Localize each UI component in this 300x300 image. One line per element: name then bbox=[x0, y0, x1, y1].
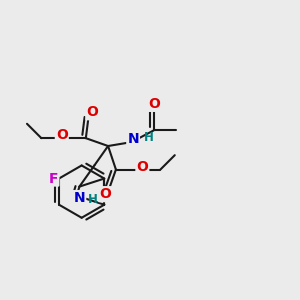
Text: H: H bbox=[144, 130, 154, 144]
Text: N: N bbox=[74, 191, 85, 205]
Text: O: O bbox=[136, 160, 148, 174]
Text: O: O bbox=[56, 128, 68, 142]
Text: O: O bbox=[86, 105, 98, 119]
Text: O: O bbox=[99, 187, 111, 201]
Text: F: F bbox=[49, 172, 58, 185]
Text: O: O bbox=[148, 97, 160, 111]
Text: H: H bbox=[87, 193, 97, 206]
Text: N: N bbox=[127, 132, 139, 146]
